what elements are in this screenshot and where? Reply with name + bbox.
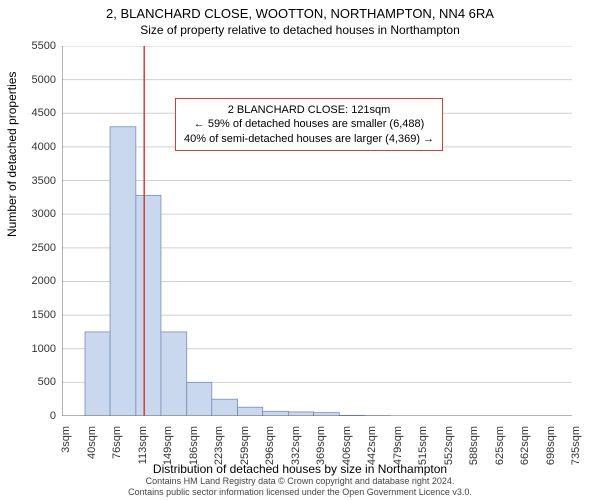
ytick-label: 4500	[32, 107, 56, 119]
xtick-label: 332sqm	[290, 426, 302, 465]
xtick-label: 698sqm	[545, 426, 557, 465]
xtick-label: 406sqm	[341, 426, 353, 465]
xtick-label: 186sqm	[188, 426, 200, 465]
title-main: 2, BLANCHARD CLOSE, WOOTTON, NORTHAMPTON…	[0, 6, 600, 21]
ytick-label: 1000	[32, 343, 56, 355]
footer-line1: Contains HM Land Registry data © Crown c…	[0, 476, 600, 487]
xtick-label: 515sqm	[417, 426, 429, 465]
title-sub: Size of property relative to detached ho…	[0, 23, 600, 37]
ytick-label: 1500	[32, 309, 56, 321]
infobox-line2: ← 59% of detached houses are smaller (6,…	[184, 117, 434, 131]
xtick-label: 149sqm	[162, 426, 174, 465]
ytick-label: 500	[38, 376, 56, 388]
ytick-label: 5500	[32, 40, 56, 52]
ytick-label: 3000	[32, 208, 56, 220]
xtick-label: 625sqm	[494, 426, 506, 465]
footer-attribution: Contains HM Land Registry data © Crown c…	[0, 476, 600, 498]
xtick-label: 479sqm	[392, 426, 404, 465]
xtick-label: 3sqm	[60, 426, 72, 453]
xtick-label: 223sqm	[213, 426, 225, 465]
xtick-label: 662sqm	[519, 426, 531, 465]
xtick-label: 735sqm	[570, 426, 582, 465]
chart-area: 0500100015002000250030003500400045005000…	[62, 46, 572, 416]
xtick-label: 552sqm	[443, 426, 455, 465]
y-axis-label: Number of detached properties	[5, 72, 19, 237]
xtick-label: 259sqm	[239, 426, 251, 465]
ytick-label: 5000	[32, 74, 56, 86]
infobox-line3: 40% of semi-detached houses are larger (…	[184, 132, 434, 146]
xtick-label: 588sqm	[468, 426, 480, 465]
marker-infobox: 2 BLANCHARD CLOSE: 121sqm ← 59% of detac…	[175, 98, 443, 151]
ytick-label: 0	[50, 410, 56, 422]
ytick-label: 3500	[32, 175, 56, 187]
xtick-label: 76sqm	[111, 426, 123, 459]
xtick-label: 296sqm	[264, 426, 276, 465]
xtick-label: 442sqm	[366, 426, 378, 465]
chart-title-block: 2, BLANCHARD CLOSE, WOOTTON, NORTHAMPTON…	[0, 0, 600, 37]
x-axis-label: Distribution of detached houses by size …	[0, 462, 600, 476]
ytick-label: 4000	[32, 141, 56, 153]
xtick-label: 40sqm	[86, 426, 98, 459]
xtick-label: 113sqm	[137, 426, 149, 464]
footer-line2: Contains public sector information licen…	[0, 487, 600, 498]
ytick-label: 2000	[32, 275, 56, 287]
xtick-label: 369sqm	[315, 426, 327, 465]
infobox-line1: 2 BLANCHARD CLOSE: 121sqm	[184, 103, 434, 117]
ytick-label: 2500	[32, 242, 56, 254]
